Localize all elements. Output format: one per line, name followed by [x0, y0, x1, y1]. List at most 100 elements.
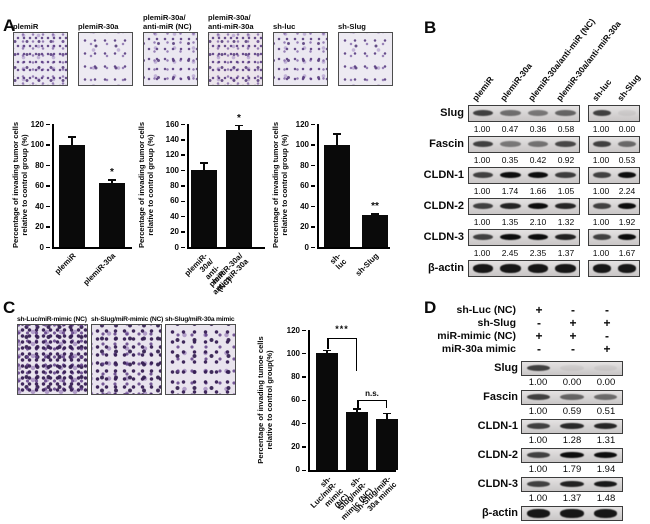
tick-label: 60: [291, 395, 306, 404]
blot-band: [592, 140, 611, 148]
protein-label: β-actin: [427, 262, 464, 274]
transwell-cell: sh-luc: [273, 14, 328, 86]
blot-band: [593, 364, 617, 372]
chart-panel-a-middle: Percentage of invading tumor cells relat…: [130, 113, 270, 304]
condition-row: sh-Luc (NC) + - -: [398, 303, 650, 316]
blot-band: [560, 508, 584, 518]
blot-box: [521, 418, 623, 434]
blot-box: [468, 104, 580, 122]
significance-label: **: [371, 201, 379, 213]
blot-band: [472, 109, 493, 117]
blot-band: [560, 364, 584, 372]
quant-value: 1.00: [473, 185, 491, 196]
blot-band: [527, 451, 551, 459]
significance-label: *: [237, 112, 241, 124]
comparison-bracket: [357, 400, 387, 408]
quant-value: 1.37: [562, 493, 582, 504]
tick-label: 40: [300, 202, 315, 211]
panel-d-blot-rows: Slug 1.00 0.00 0.00 Fascin: [398, 359, 650, 522]
transwell-cell: sh-Slug/miR-mimic (NC): [91, 316, 163, 395]
blot-band: [593, 508, 617, 518]
tick-label: 40: [35, 202, 50, 211]
protein-label: Fascin: [483, 391, 518, 403]
tick-label: 140: [166, 135, 185, 144]
blot-box: [588, 197, 640, 215]
blot-band: [560, 422, 584, 430]
error-bar: [200, 162, 207, 171]
tick-label: 0: [175, 243, 185, 252]
error-bar: [371, 213, 378, 216]
quant-row: 1.00 0.00 0.00: [398, 377, 650, 388]
chart-panel-c: Percentage of invading tumoe cells relat…: [250, 312, 400, 524]
bar: [316, 353, 338, 470]
quant-value: 1.00: [528, 406, 548, 417]
bar: [99, 183, 125, 247]
quant-value: 1.00: [528, 464, 548, 475]
protein-label: Slug: [494, 362, 518, 374]
bar-group: [346, 330, 368, 470]
quant-value: 0.53: [618, 154, 636, 165]
blot-row: β-actin: [398, 258, 650, 278]
panel-c-image-strip: sh-Luc/miR-mimic (NC) sh-Slug/miR-mimic …: [17, 316, 239, 395]
blot-row: β-actin: [398, 504, 650, 522]
blot-box: [468, 135, 580, 153]
quant-value: 1.37: [557, 247, 575, 258]
quant-row: 1.00 1.74 1.66 1.05 1.00 2.24: [398, 185, 650, 196]
blot-band: [527, 480, 551, 488]
bar-group: *: [99, 124, 125, 247]
microscopy-image: [338, 32, 393, 86]
significance-label: ***: [335, 324, 349, 334]
condition-symbol: +: [535, 328, 543, 343]
tick-label: 0: [305, 243, 315, 252]
bar-group: [316, 330, 338, 470]
bracket-leg: [357, 400, 359, 408]
blot-box: [588, 135, 640, 153]
microscopy-image: [91, 324, 162, 395]
bar-group: [376, 330, 398, 470]
quant-value: 1.32: [557, 216, 575, 227]
quant-value: 1.00: [592, 185, 610, 196]
error-bar: [333, 133, 340, 145]
blot-band: [472, 171, 493, 179]
blot-row: Slug: [398, 103, 650, 123]
blot-box: [468, 259, 580, 277]
tick-label: 100: [166, 166, 185, 175]
blot-row: Fascin: [398, 134, 650, 154]
plot-area: ** sh-luc sh-Slug: [317, 124, 390, 278]
quant-row: 1.00 1.79 1.94: [398, 464, 650, 475]
bracket-leg: [385, 400, 387, 408]
tick-label: 120: [287, 326, 306, 335]
transwell-cell: sh-Slug/miR-30a mimic: [165, 316, 236, 395]
quant-value: 1.00: [592, 123, 610, 134]
blot-band: [592, 233, 611, 241]
blot-band: [592, 171, 611, 179]
image-label: plemiR-30a: [78, 21, 119, 31]
tick-label: 80: [35, 161, 50, 170]
tick-label: 120: [296, 120, 315, 129]
condition-symbol: +: [603, 315, 611, 330]
quant-value: 1.00: [528, 377, 548, 388]
blot-band: [527, 263, 548, 273]
blot-band: [500, 263, 521, 273]
blot-band: [500, 202, 521, 210]
quant-row: 1.00 1.28 1.31: [398, 435, 650, 446]
quant-value: 0.92: [557, 154, 575, 165]
image-label: sh-luc: [273, 21, 296, 31]
image-label: plemiR-30a/ anti-miR-30a: [208, 13, 254, 31]
bar-group: **: [362, 124, 388, 247]
bar: [226, 130, 252, 247]
blot-box: [468, 197, 580, 215]
significance-label: n.s.: [365, 389, 379, 398]
tick-label: 20: [170, 227, 185, 236]
tick-label: 60: [35, 181, 50, 190]
blot-band: [500, 140, 521, 148]
quant-value: 1.00: [528, 493, 548, 504]
blot-box: [521, 447, 623, 463]
lane-label: sh-luc: [590, 77, 614, 103]
microscopy-image: [143, 32, 198, 86]
quant-value: 1.74: [501, 185, 519, 196]
quant-value: 0.58: [557, 123, 575, 134]
quant-value: 1.00: [592, 247, 610, 258]
tick-label: 40: [170, 212, 185, 221]
tick-label: 20: [300, 222, 315, 231]
